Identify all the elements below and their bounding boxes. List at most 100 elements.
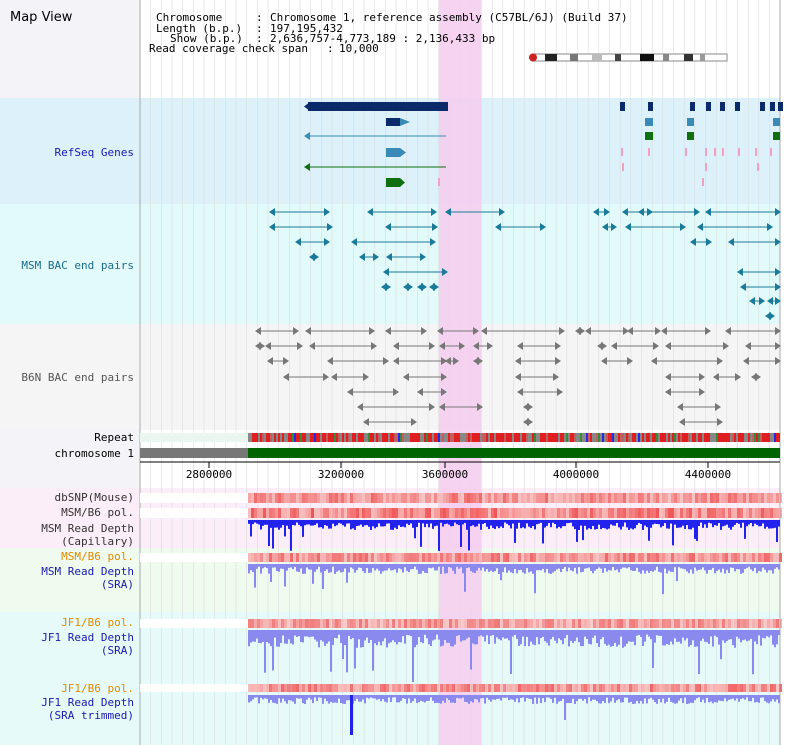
b6n-bac-pair-end [715,403,721,411]
jf1-sra-depth-bar [458,630,460,636]
pol-segment [455,553,458,562]
jf1-sra-depth-bar [412,630,414,683]
jf1-trim-depth-bar [704,695,706,703]
jf1-sra-depth-bar [746,630,748,642]
repeat-segment [560,433,562,442]
dbsnp-segment [392,493,395,503]
repeat-segment [304,433,306,442]
jf1-sra-depth-bar [422,630,424,644]
jf1-trim-depth-bar [634,695,636,704]
pol-segment [662,553,665,562]
dbsnp-segment [566,493,569,503]
pol-segment [404,684,407,692]
msm-sra-depth-bar [512,564,514,574]
jf1-trim-depth-bar [642,695,644,704]
jf1-trim-depth-bar [598,695,600,704]
msm-sra-depth-bar [702,564,704,568]
capillary-depth-bar [698,520,700,527]
capillary-depth-bar [544,520,546,528]
jf1-sra-depth-bar [718,630,720,645]
capillary-depth-bar [658,520,660,525]
jf1-sra-depth-bar [290,630,292,644]
pol-segment [590,553,593,562]
snp-tick [705,163,707,171]
msm-sra-depth-bar [416,564,418,570]
pol-segment [686,619,689,628]
jf1-trim-depth-bar [336,695,338,703]
repeat-segment [268,433,270,442]
dbsnp-segment [422,493,425,503]
pol-segment [371,619,374,628]
repeat-segment [470,433,472,442]
jf1-sra-depth-bar [404,630,406,644]
refseq-label[interactable]: RefSeq Genes [54,146,134,159]
pol-segment [647,619,650,628]
dbsnp-segment [512,493,515,503]
jf1-trim-depth-bar [274,695,276,704]
jf1-trim-depth-bar [756,695,758,702]
capillary-depth-bar [552,520,554,523]
msm-sra-depth-bar [610,564,612,571]
jf1-trim-depth-bar [554,695,556,698]
pol-segment [497,508,500,518]
msm-sra-depth-bar [304,564,306,574]
dbsnp-segment [266,493,269,503]
jf1-trim-depth-bar [748,695,750,702]
jf1-trim-depth-bar [520,695,522,699]
pol-segment [749,684,752,692]
axis-tick-label: 4400000 [685,468,731,481]
capillary-depth-bar [264,520,266,525]
pol-segment [416,684,419,692]
jf1-trim-depth-bar [596,695,598,702]
pol-segment [275,684,278,692]
dbsnp-segment [746,493,749,503]
capillary-depth-bar [756,520,758,525]
pol-segment [605,619,608,628]
pol-segment [467,619,470,628]
pol-segment [473,508,476,518]
msm-bac-pair-end [775,268,781,276]
dbsnp-segment [536,493,539,503]
b6n-bac-label[interactable]: B6N BAC end pairs [21,371,134,384]
msm-depth-sra-label: MSM Read Depth [41,565,134,578]
pol-segment [248,684,251,692]
msm-sra-depth-bar [750,564,752,570]
msm-bac-label[interactable]: MSM BAC end pairs [21,259,134,272]
snp-tick [622,163,624,171]
repeat-segment [666,433,668,442]
capillary-depth-bar [684,520,686,529]
pol-segment [737,553,740,562]
capillary-depth-bar [442,520,444,527]
dbsnp-segment [539,493,542,503]
pol-segment [647,684,650,692]
pol-segment [374,619,377,628]
repeat-segment [748,433,750,442]
dbsnp-segment [587,493,590,503]
pol-segment [377,619,380,628]
pol-segment [587,553,590,562]
capillary-depth-bar [702,520,704,528]
dbsnp-segment [314,493,317,503]
pol-segment [497,619,500,628]
b6n-bac-pair-end [775,327,781,335]
pol-segment [338,684,341,692]
msm-sra-depth-bar [290,564,292,568]
b6n-bac-pair-end [439,403,445,411]
pol-segment [350,508,353,518]
pol-segment [752,553,755,562]
msm-sra-depth-bar [578,564,580,568]
jf1-trim-depth-bar [500,695,502,701]
pol-segment [539,619,542,628]
pol-segment [311,619,314,628]
capillary-depth-bar [250,520,252,537]
dbsnp-segment [473,493,476,503]
pol-segment [506,684,509,692]
pol-segment [578,684,581,692]
repeat-segment [318,433,320,442]
pol-segment [368,619,371,628]
repeat-segment [572,433,574,442]
jf1-trim-depth-bar [546,695,548,698]
capillary-depth-bar [274,520,276,528]
pol-segment [761,508,764,518]
